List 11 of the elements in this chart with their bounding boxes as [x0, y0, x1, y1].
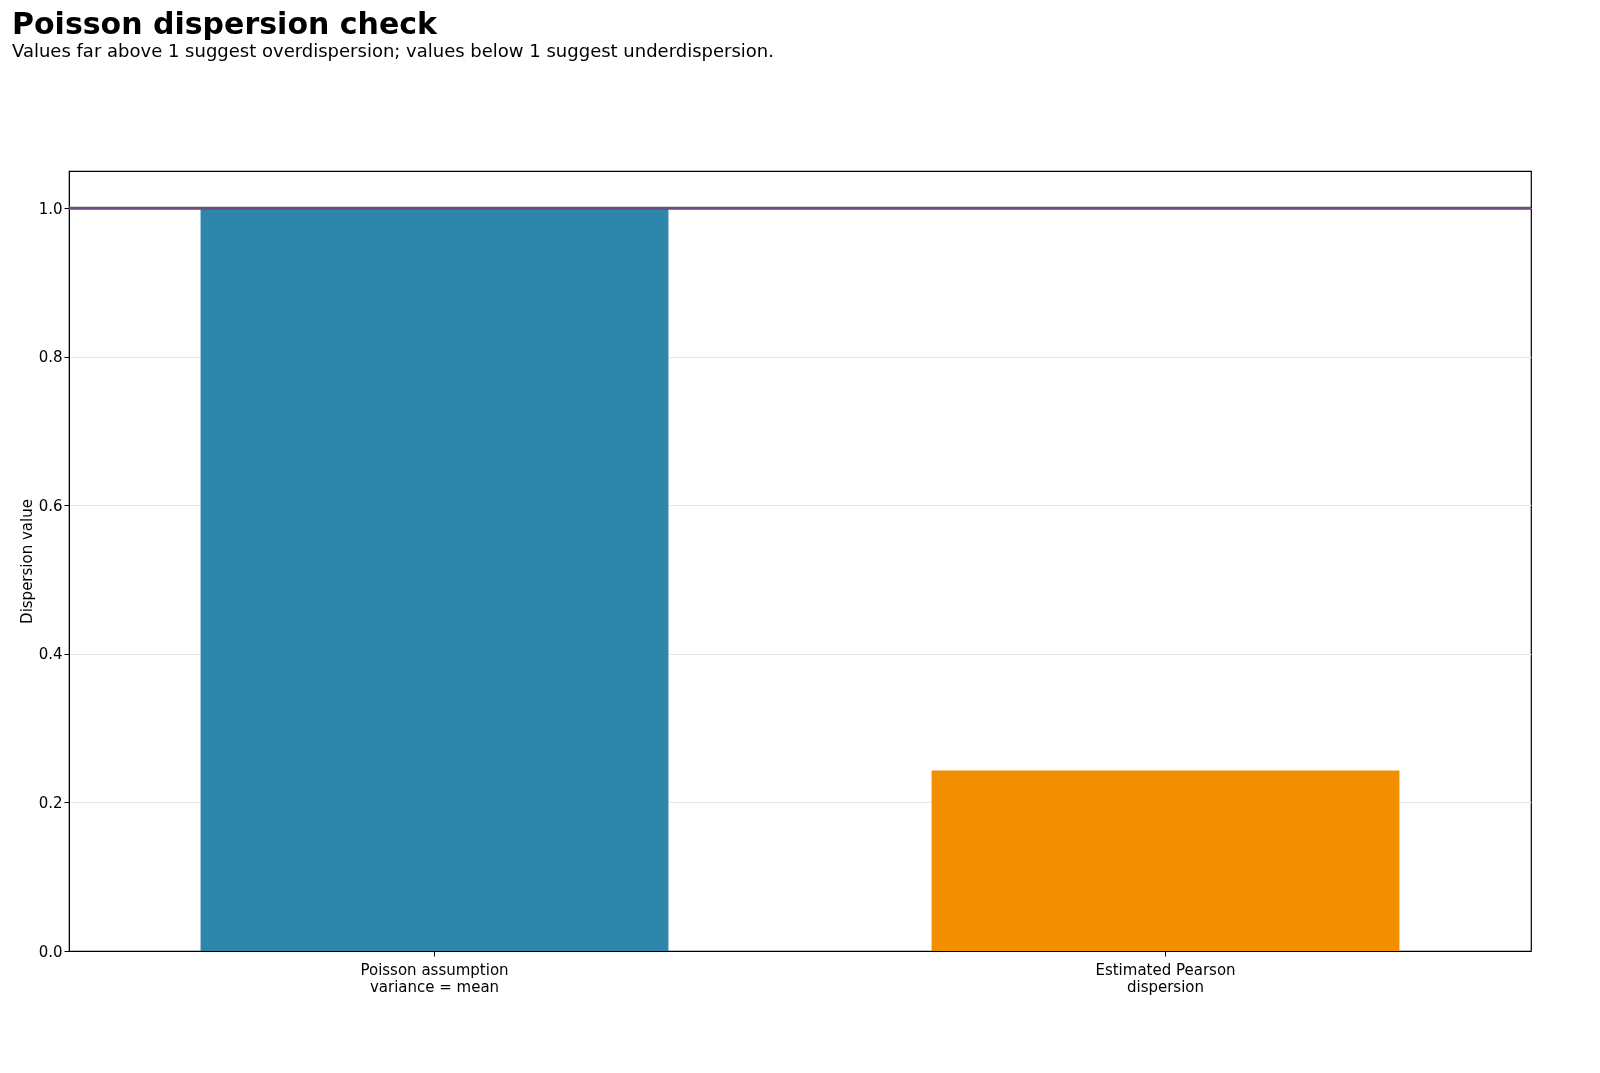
y-tick-label: 0.0 [38, 942, 63, 961]
y-tick-label: 0.8 [38, 348, 63, 367]
y-tick-label: 0.2 [38, 793, 63, 812]
x-tick-label: Estimated Pearson dispersion [1095, 960, 1236, 996]
y-tick-label: 1.0 [38, 199, 63, 218]
x-tick-label: Poisson assumption variance = mean [360, 960, 509, 996]
chart-title: Poisson dispersion check [12, 6, 439, 41]
chart-subtitle: Values far above 1 suggest overdispersion; values below 1 suggest underdispersion. [12, 40, 774, 61]
y-axis-title: Dispersion value [17, 499, 36, 624]
y-tick-label: 0.4 [38, 645, 63, 664]
y-tick-label: 0.6 [38, 496, 63, 515]
